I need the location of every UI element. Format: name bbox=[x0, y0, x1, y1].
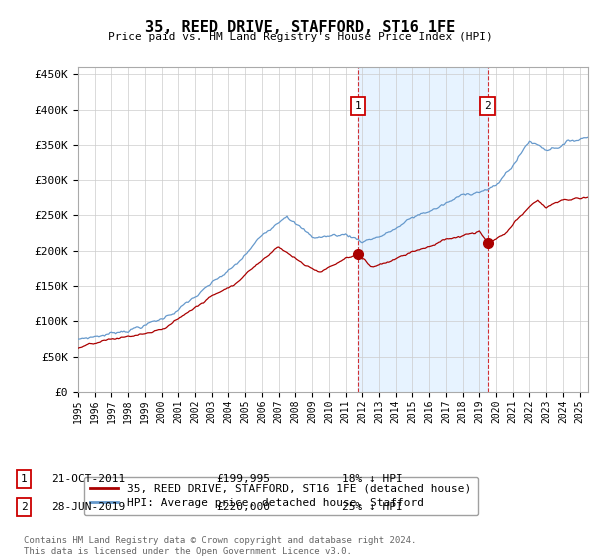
Text: 25% ↓ HPI: 25% ↓ HPI bbox=[342, 502, 403, 512]
Text: 2: 2 bbox=[20, 502, 28, 512]
Text: 1: 1 bbox=[20, 474, 28, 484]
Text: 1: 1 bbox=[355, 101, 361, 111]
Text: 2: 2 bbox=[484, 101, 491, 111]
Text: 21-OCT-2011: 21-OCT-2011 bbox=[51, 474, 125, 484]
Text: £199,995: £199,995 bbox=[216, 474, 270, 484]
Text: Price paid vs. HM Land Registry's House Price Index (HPI): Price paid vs. HM Land Registry's House … bbox=[107, 32, 493, 43]
Text: 18% ↓ HPI: 18% ↓ HPI bbox=[342, 474, 403, 484]
Text: 35, REED DRIVE, STAFFORD, ST16 1FE: 35, REED DRIVE, STAFFORD, ST16 1FE bbox=[145, 20, 455, 35]
Legend: 35, REED DRIVE, STAFFORD, ST16 1FE (detached house), HPI: Average price, detache: 35, REED DRIVE, STAFFORD, ST16 1FE (deta… bbox=[83, 477, 478, 515]
Text: 28-JUN-2019: 28-JUN-2019 bbox=[51, 502, 125, 512]
Bar bbox=[358, 67, 488, 392]
Text: £220,000: £220,000 bbox=[216, 502, 270, 512]
Text: Contains HM Land Registry data © Crown copyright and database right 2024.
This d: Contains HM Land Registry data © Crown c… bbox=[24, 536, 416, 556]
